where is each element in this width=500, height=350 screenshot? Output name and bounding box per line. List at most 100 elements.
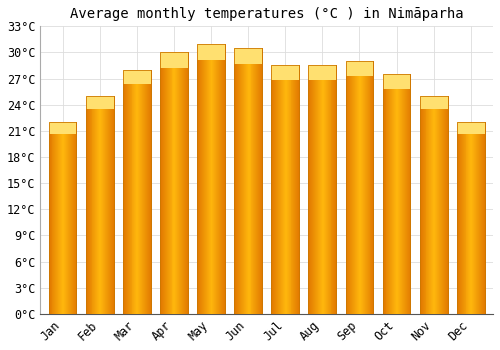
Bar bbox=[323, 65, 324, 314]
Bar bbox=[276, 65, 277, 314]
Bar bbox=[362, 61, 363, 314]
Bar bbox=[202, 44, 203, 314]
Bar bbox=[188, 52, 189, 314]
Bar bbox=[123, 70, 150, 84]
Bar bbox=[145, 70, 146, 314]
Bar bbox=[252, 48, 254, 314]
Bar bbox=[138, 70, 139, 314]
Bar bbox=[68, 122, 69, 314]
Bar bbox=[50, 122, 51, 314]
Bar bbox=[422, 96, 424, 314]
Bar bbox=[241, 48, 242, 314]
Bar bbox=[382, 74, 410, 89]
Bar bbox=[401, 74, 402, 314]
Bar bbox=[481, 122, 482, 314]
Bar bbox=[312, 65, 314, 314]
Bar bbox=[172, 52, 174, 314]
Bar bbox=[424, 96, 426, 314]
Bar bbox=[348, 61, 350, 314]
Bar bbox=[257, 48, 258, 314]
Bar bbox=[410, 74, 412, 314]
Bar bbox=[272, 65, 274, 314]
Bar bbox=[420, 96, 448, 109]
Bar bbox=[315, 65, 316, 314]
Bar bbox=[470, 122, 472, 314]
Bar bbox=[324, 65, 325, 314]
Bar bbox=[437, 96, 438, 314]
Bar bbox=[236, 48, 237, 314]
Bar bbox=[478, 122, 479, 314]
Bar bbox=[206, 44, 208, 314]
Bar bbox=[225, 44, 226, 314]
Bar bbox=[48, 122, 76, 134]
Bar bbox=[433, 96, 434, 314]
Bar bbox=[400, 74, 401, 314]
Bar bbox=[438, 96, 439, 314]
Bar bbox=[310, 65, 312, 314]
Bar bbox=[102, 96, 103, 314]
Bar bbox=[458, 122, 459, 314]
Bar bbox=[319, 65, 320, 314]
Bar bbox=[472, 122, 473, 314]
Bar bbox=[390, 74, 392, 314]
Bar bbox=[363, 61, 364, 314]
Bar bbox=[396, 74, 397, 314]
Bar bbox=[275, 65, 276, 314]
Bar bbox=[130, 70, 132, 314]
Bar bbox=[214, 44, 216, 314]
Bar bbox=[147, 70, 148, 314]
Bar bbox=[297, 65, 298, 314]
Bar bbox=[165, 52, 166, 314]
Bar bbox=[182, 52, 183, 314]
Bar bbox=[199, 44, 200, 314]
Bar bbox=[294, 65, 296, 314]
Bar bbox=[160, 52, 188, 314]
Bar bbox=[353, 61, 354, 314]
Bar bbox=[86, 96, 114, 109]
Bar bbox=[63, 122, 64, 314]
Bar bbox=[334, 65, 336, 314]
Bar bbox=[254, 48, 256, 314]
Bar bbox=[205, 44, 206, 314]
Bar bbox=[66, 122, 67, 314]
Bar bbox=[420, 96, 448, 314]
Bar bbox=[321, 65, 322, 314]
Bar bbox=[141, 70, 142, 314]
Bar bbox=[235, 48, 236, 314]
Bar bbox=[86, 96, 87, 314]
Bar bbox=[460, 122, 461, 314]
Bar bbox=[386, 74, 388, 314]
Bar bbox=[313, 65, 314, 314]
Bar bbox=[65, 122, 66, 314]
Bar bbox=[361, 61, 362, 314]
Bar bbox=[212, 44, 214, 314]
Bar bbox=[125, 70, 126, 314]
Bar bbox=[420, 96, 421, 314]
Bar bbox=[186, 52, 187, 314]
Bar bbox=[223, 44, 224, 314]
Bar bbox=[332, 65, 334, 314]
Bar bbox=[364, 61, 365, 314]
Bar bbox=[88, 96, 90, 314]
Bar bbox=[273, 65, 274, 314]
Bar bbox=[457, 122, 458, 314]
Bar bbox=[72, 122, 74, 314]
Bar bbox=[48, 122, 50, 314]
Bar bbox=[457, 122, 484, 134]
Bar bbox=[67, 122, 68, 314]
Bar bbox=[123, 70, 124, 314]
Bar bbox=[318, 65, 319, 314]
Bar bbox=[245, 48, 246, 314]
Bar bbox=[216, 44, 218, 314]
Bar bbox=[262, 48, 263, 314]
Bar bbox=[354, 61, 355, 314]
Bar bbox=[272, 65, 299, 80]
Bar bbox=[336, 65, 338, 314]
Bar bbox=[123, 70, 150, 314]
Bar bbox=[359, 61, 360, 314]
Bar bbox=[298, 65, 299, 314]
Bar bbox=[74, 122, 76, 314]
Bar bbox=[346, 61, 374, 314]
Bar bbox=[441, 96, 442, 314]
Bar bbox=[442, 96, 443, 314]
